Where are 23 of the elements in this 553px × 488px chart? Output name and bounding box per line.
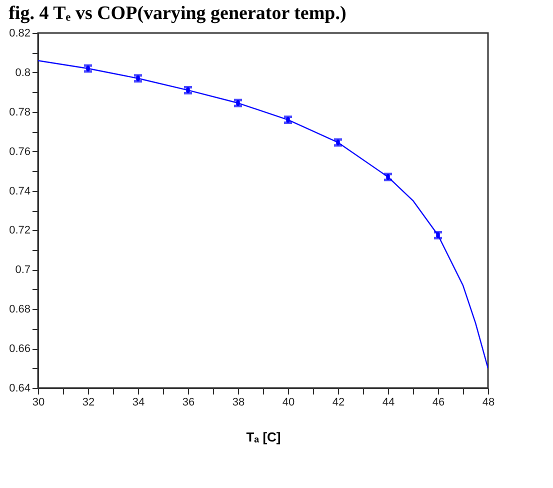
x-axis-title: Tₐ [C]: [246, 430, 281, 444]
x-tick-label: 46: [432, 396, 445, 408]
chart-title: fig. 4 Tₑ vs COP(varying generator temp.): [8, 3, 346, 24]
y-tick-label: 0.66: [9, 343, 30, 356]
y-tick-label: 0.74: [9, 185, 30, 198]
y-tick-label: 0.68: [9, 304, 30, 316]
x-tick-label: 36: [182, 396, 195, 408]
x-tick-label: 40: [282, 396, 295, 408]
line-series: [38, 60, 488, 369]
y-tick-label: 0.82: [9, 28, 30, 40]
x-tick-label: 32: [82, 396, 95, 408]
x-tick-label: 44: [382, 396, 395, 408]
y-tick-label: 0.78: [9, 106, 30, 118]
x-tick-label: 42: [332, 396, 345, 408]
y-tick-label: 0.76: [9, 146, 30, 158]
y-tick-label: 0.72: [9, 224, 30, 237]
x-tick-label: 30: [32, 396, 45, 408]
y-tick-label: 0.7: [15, 264, 30, 276]
y-tick-label: 0.8: [15, 66, 30, 79]
x-tick-label: 48: [482, 396, 495, 408]
y-tick-label: 0.64: [9, 382, 30, 394]
x-tick-label: 34: [132, 396, 145, 408]
x-tick-label: 38: [232, 396, 245, 408]
